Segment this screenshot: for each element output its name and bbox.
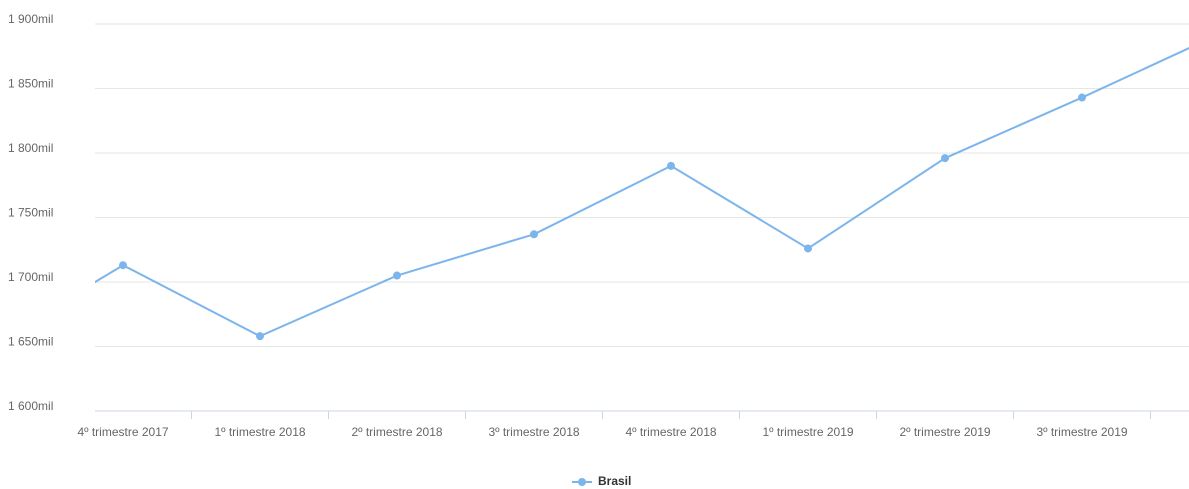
series-line (95, 47, 1189, 338)
legend-label: Brasil (598, 474, 631, 488)
x-tick-label: 2º trimestre 2018 (351, 425, 442, 439)
x-tick-label: 1º trimestre 2019 (762, 425, 853, 439)
x-tick-label: 3º trimestre 2019 (1036, 425, 1127, 439)
point (941, 154, 949, 163)
x-tick-label: 2º trimestre 2019 (899, 425, 990, 439)
y-tick-label: 1 800mil (8, 141, 53, 155)
point (119, 261, 127, 270)
x-tick-label: 1º trimestre 2018 (214, 425, 305, 439)
point (1078, 93, 1086, 102)
point (393, 271, 401, 280)
point (530, 230, 538, 239)
y-tick-label: 1 650mil (8, 335, 53, 349)
y-tick-label: 1 750mil (8, 206, 53, 220)
plot-area (95, 47, 1189, 341)
y-tick-label: 1 850mil (8, 77, 53, 91)
legend-marker (578, 478, 586, 486)
x-tick-label: 4º trimestre 2018 (625, 425, 716, 439)
grid (95, 23, 1189, 347)
point (256, 332, 264, 341)
x-tick-label: 3º trimestre 2018 (488, 425, 579, 439)
x-tick-label: 4º trimestre 2017 (77, 425, 168, 439)
point (667, 161, 675, 170)
y-tick-label: 1 900mil (8, 12, 53, 26)
y-tick-label: 1 600mil (8, 399, 53, 413)
y-tick-label: 1 700mil (8, 270, 53, 284)
point (804, 244, 812, 253)
